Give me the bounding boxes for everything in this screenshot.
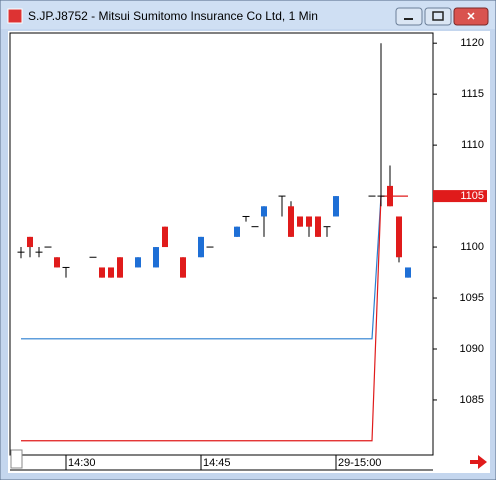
close-button[interactable] [453,7,489,26]
indicator-line [21,196,382,340]
candle-body [288,206,294,237]
y-tick-label: 1100 [460,241,484,253]
candle-body [162,226,168,248]
maximize-icon [432,11,444,21]
plot-area [9,32,434,456]
candle-body [405,267,411,278]
scroll-thumb[interactable] [10,449,23,469]
last-price-label: 1105 [460,190,484,202]
indicator-line [21,195,408,442]
minimize-button[interactable] [395,7,423,26]
y-tick-label: 1090 [460,343,484,355]
candle-body [108,267,114,278]
y-tick-label: 1110 [461,139,484,151]
candle-body [99,267,105,278]
y-tick-label: 1120 [460,37,484,49]
candle-body [135,257,141,268]
candle-body [234,226,240,237]
candle-body [27,236,33,248]
candle-body [306,216,312,227]
last-price-box [433,190,487,203]
y-tick-label: 1095 [460,292,484,304]
y-tick-label: 1085 [460,394,484,406]
x-tick-label: 29-15:00 [338,457,381,469]
candle-body [297,216,303,227]
candle-body [396,216,402,258]
candle-body [180,257,186,278]
candle-body [117,257,123,278]
app-icon [7,8,23,24]
candle-body [333,196,339,217]
x-tick-label: 14:30 [68,457,96,469]
x-tick-label: 14:45 [203,457,231,469]
candle-body [198,236,204,258]
candle-body [315,216,321,237]
candle-body [54,257,60,268]
y-tick-label: 1115 [461,88,484,100]
maximize-button[interactable] [424,7,452,26]
candle-body [261,206,267,217]
close-icon: ✕ [466,11,475,23]
candle-body [153,247,159,268]
candle-body [387,185,393,207]
window-title: S.JP.J8752 - Mitsui Sumitomo Insurance C… [28,9,318,23]
scroll-arrow[interactable] [470,455,487,469]
